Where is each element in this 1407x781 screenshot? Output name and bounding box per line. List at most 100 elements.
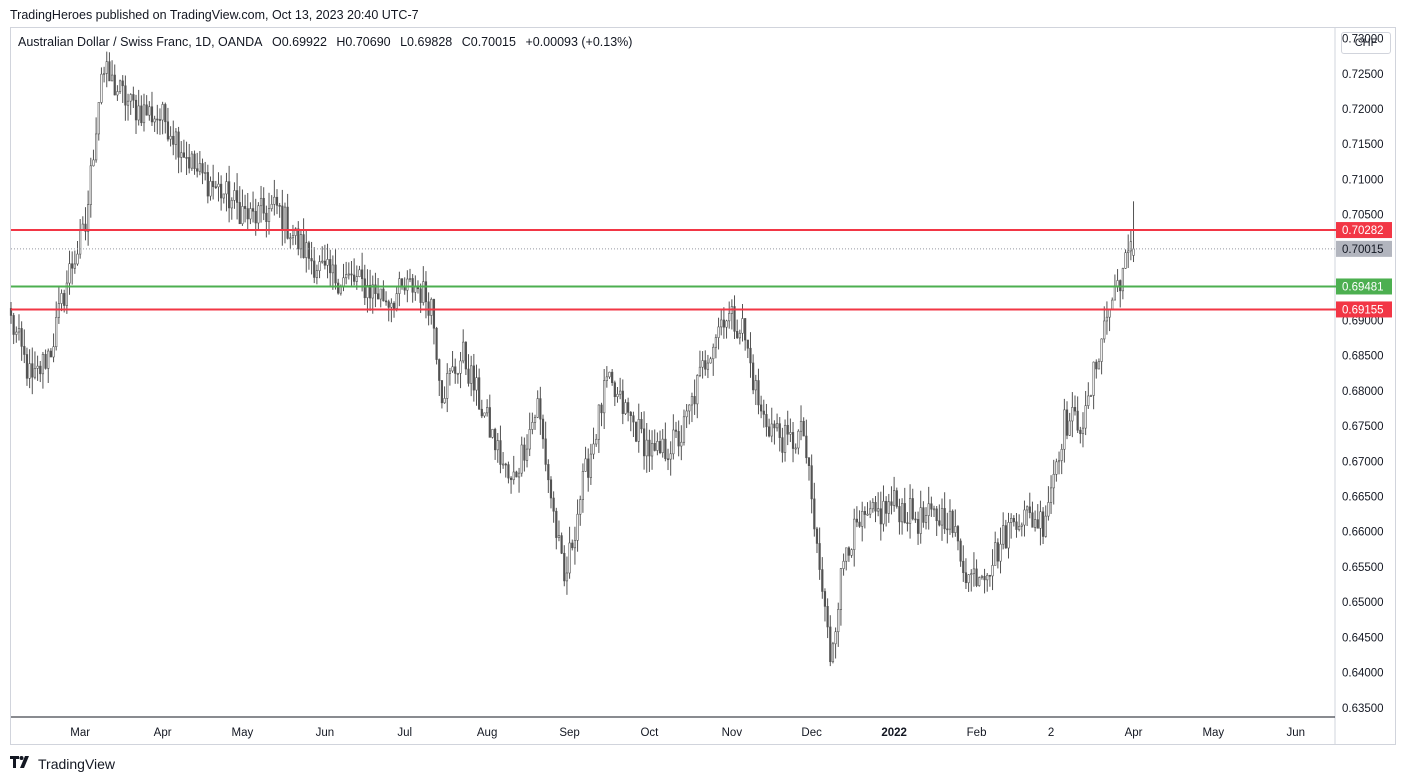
candle-body xyxy=(616,393,619,398)
candle-body xyxy=(805,435,808,459)
candle-body xyxy=(337,282,340,294)
candle-body xyxy=(666,458,670,461)
candle-body xyxy=(214,186,217,189)
candle-body xyxy=(813,498,816,530)
candle-body xyxy=(435,327,438,360)
candle-body xyxy=(650,442,654,457)
candle-body xyxy=(523,444,526,461)
candle-body xyxy=(153,118,156,123)
candle-body xyxy=(47,350,50,369)
candle-body xyxy=(448,370,452,374)
candle-body xyxy=(209,180,212,197)
candle-body xyxy=(568,542,571,574)
candle-body xyxy=(517,472,521,478)
candle-body xyxy=(384,300,388,303)
candle-body xyxy=(922,507,925,523)
candle-body xyxy=(627,402,630,413)
candle-body xyxy=(834,631,837,645)
last-price-badge xyxy=(1336,240,1392,257)
candle-body xyxy=(783,424,787,453)
candle-body xyxy=(938,520,941,526)
candle-body xyxy=(310,258,313,262)
candle-body xyxy=(842,560,845,569)
candle-body xyxy=(193,153,196,169)
candle-body xyxy=(866,513,869,516)
candle-body xyxy=(677,431,680,447)
candle-body xyxy=(395,293,398,309)
candle-body xyxy=(342,277,345,287)
candle-body xyxy=(629,412,632,417)
candle-body xyxy=(129,94,132,102)
candle-body xyxy=(270,203,273,209)
candle-body xyxy=(634,421,638,442)
candle-body xyxy=(932,508,936,511)
candle-body xyxy=(188,157,191,169)
candle-body xyxy=(531,421,534,430)
x-tick-label: Apr xyxy=(154,727,172,739)
candle-body xyxy=(95,133,98,161)
candle-body xyxy=(509,477,513,481)
candle-body xyxy=(1041,511,1045,537)
candle-body xyxy=(257,205,260,224)
candle-body xyxy=(1127,250,1130,253)
candle-body xyxy=(978,577,981,586)
candle-body xyxy=(166,121,170,140)
candle-body xyxy=(132,94,135,101)
candle-body xyxy=(156,118,159,121)
candle-body xyxy=(547,464,550,481)
candle-body xyxy=(986,574,989,581)
candle-body xyxy=(863,511,866,515)
candle-body xyxy=(754,380,757,391)
candle-body xyxy=(60,293,63,304)
candle-body xyxy=(874,502,877,512)
candle-body xyxy=(560,535,563,554)
candle-body xyxy=(265,212,268,222)
currency-button[interactable]: CHF xyxy=(1341,32,1391,54)
candle-body xyxy=(158,119,162,121)
candle-body xyxy=(25,354,29,379)
candle-body xyxy=(459,360,462,374)
symbol-title[interactable]: Australian Dollar / Swiss Franc, 1D, OAN… xyxy=(18,35,263,49)
candle-body xyxy=(1068,420,1071,436)
candle-body xyxy=(608,371,611,378)
candle-body xyxy=(972,568,976,574)
candle-body xyxy=(33,368,37,378)
last-price-label: 0.70015 xyxy=(1342,244,1384,256)
candle-body xyxy=(238,202,241,225)
tradingview-brand[interactable]: TradingView xyxy=(38,755,116,772)
candle-body xyxy=(464,341,467,370)
candle-body xyxy=(228,181,231,209)
x-tick-label: Apr xyxy=(1125,727,1143,739)
candle-body xyxy=(1103,320,1106,340)
candle-body xyxy=(52,346,55,358)
candle-body xyxy=(815,528,819,544)
candle-body xyxy=(1002,525,1005,545)
candle-body xyxy=(259,197,263,207)
candle-body xyxy=(1111,299,1114,310)
candle-body xyxy=(573,540,577,549)
candle-body xyxy=(1121,268,1124,292)
candle-body xyxy=(307,242,311,259)
candle-body xyxy=(512,471,515,481)
candle-body xyxy=(243,206,247,209)
candle-body xyxy=(87,204,90,232)
candle-body xyxy=(1124,252,1127,269)
candle-body xyxy=(956,526,960,542)
candle-body xyxy=(289,237,292,240)
candle-body xyxy=(762,410,765,415)
candle-body xyxy=(81,223,84,230)
candle-body xyxy=(254,210,257,224)
candle-body xyxy=(472,365,475,391)
candle-body xyxy=(1026,506,1029,511)
tradingview-logo-icon[interactable] xyxy=(10,755,32,772)
candle-body xyxy=(496,440,499,451)
candle-body xyxy=(1036,519,1039,529)
candle-body xyxy=(103,73,106,75)
candle-body xyxy=(9,308,13,316)
y-tick-label: 0.65000 xyxy=(1342,597,1384,609)
candle-body xyxy=(656,441,659,451)
candle-body xyxy=(1010,517,1013,523)
candle-body xyxy=(600,404,603,414)
candle-body xyxy=(621,390,624,414)
